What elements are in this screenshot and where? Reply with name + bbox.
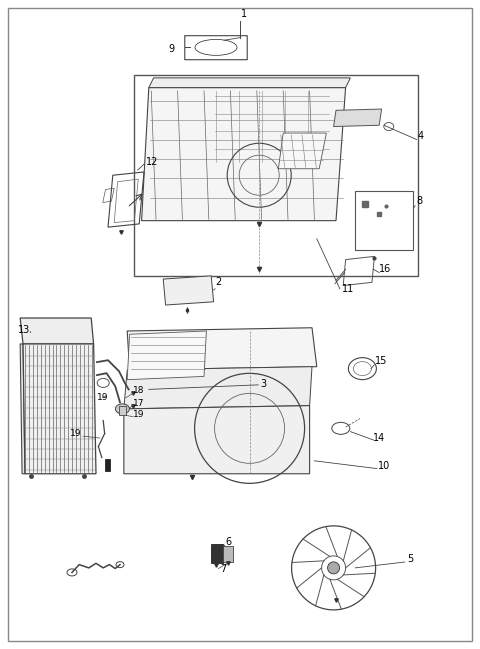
Bar (119, 406, 126, 415)
Text: 6: 6 (226, 537, 232, 547)
Text: 14: 14 (373, 433, 386, 443)
Text: 13: 13 (18, 324, 30, 335)
Polygon shape (20, 318, 94, 344)
Polygon shape (334, 109, 382, 127)
Polygon shape (163, 276, 214, 305)
Text: 2: 2 (215, 277, 221, 288)
Text: 15: 15 (375, 356, 388, 367)
Text: 19: 19 (70, 429, 81, 438)
Bar (134, 75, 418, 276)
Text: 12: 12 (146, 157, 159, 167)
Polygon shape (127, 331, 206, 380)
Text: 7: 7 (220, 563, 226, 574)
Polygon shape (23, 344, 96, 474)
Text: 9: 9 (168, 43, 174, 54)
Text: 17: 17 (133, 399, 145, 408)
Text: 10: 10 (378, 461, 391, 471)
Bar (355, 191, 413, 250)
Polygon shape (278, 133, 326, 169)
Bar (223, 546, 233, 562)
Polygon shape (20, 344, 25, 474)
Text: 5: 5 (407, 554, 413, 565)
Text: 4: 4 (418, 131, 424, 141)
Ellipse shape (115, 404, 130, 414)
Text: 18: 18 (133, 386, 145, 395)
Text: 19: 19 (133, 410, 145, 419)
Bar (105, 459, 110, 471)
Circle shape (327, 562, 339, 574)
Bar (211, 544, 223, 563)
Text: 11: 11 (342, 284, 354, 294)
Text: 1: 1 (241, 9, 248, 19)
Text: 19: 19 (97, 393, 108, 402)
Polygon shape (142, 88, 346, 221)
Text: 16: 16 (379, 264, 392, 275)
Polygon shape (149, 78, 350, 88)
Polygon shape (124, 367, 312, 409)
Polygon shape (124, 406, 310, 474)
Text: 8: 8 (417, 196, 423, 206)
Text: 3: 3 (260, 379, 266, 389)
Polygon shape (127, 328, 317, 370)
